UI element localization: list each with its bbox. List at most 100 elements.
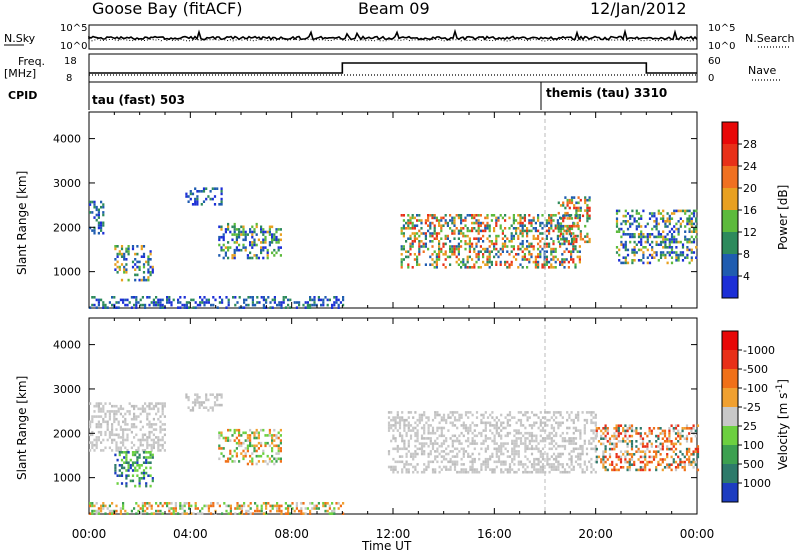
data-cell (149, 273, 152, 277)
data-cell (93, 231, 96, 235)
data-cell (106, 507, 109, 510)
data-cell (650, 455, 653, 459)
data-cell (586, 214, 589, 218)
data-cell (594, 416, 597, 419)
data-cell (445, 418, 448, 422)
data-cell (639, 434, 642, 438)
data-cell (150, 446, 153, 450)
data-cell (251, 431, 254, 435)
data-cell (149, 252, 152, 256)
data-cell (557, 224, 560, 228)
data-cell (624, 209, 627, 213)
data-cell (434, 431, 437, 435)
data-cell (501, 232, 504, 235)
data-cell (694, 434, 697, 438)
data-cell (606, 468, 609, 472)
data-cell (484, 421, 487, 425)
data-cell (517, 431, 520, 435)
data-cell (559, 224, 563, 228)
data-cell (502, 460, 505, 464)
data-cell (249, 243, 252, 247)
data-cell (240, 452, 243, 455)
data-cell (116, 255, 119, 258)
data-cell (679, 222, 682, 226)
data-cell (517, 237, 520, 240)
data-cell (626, 212, 630, 215)
data-cell (97, 407, 100, 411)
data-cell (524, 463, 527, 466)
data-cell (559, 245, 562, 248)
data-cell (251, 296, 254, 299)
data-cell (161, 438, 164, 442)
data-cell (141, 502, 144, 505)
data-cell (467, 411, 470, 414)
data-cell (91, 441, 94, 444)
data-cell (152, 438, 155, 442)
data-cell (637, 450, 640, 453)
data-cell (429, 240, 432, 243)
data-cell (257, 447, 260, 450)
data-cell (457, 214, 460, 217)
colorbar-tick-label: 8 (743, 248, 750, 261)
data-cell (265, 298, 268, 302)
data-cell (482, 240, 485, 243)
data-cell (661, 447, 664, 451)
data-cell (431, 258, 434, 261)
data-cell (528, 229, 531, 233)
data-cell (102, 420, 105, 424)
data-cell (161, 443, 164, 447)
data-cell (577, 201, 580, 205)
data-cell (548, 232, 551, 235)
data-cell (690, 248, 693, 252)
data-cell (207, 195, 210, 198)
data-cell (271, 306, 274, 309)
data-cell (640, 248, 643, 252)
data-cell (95, 423, 98, 426)
data-cell (475, 214, 478, 217)
data-cell (266, 434, 269, 437)
data-cell (500, 452, 503, 456)
data-cell (227, 241, 230, 244)
data-cell (242, 238, 245, 242)
data-cell (216, 187, 219, 190)
data-cell (464, 429, 468, 432)
data-cell (427, 426, 430, 430)
data-cell (279, 460, 282, 463)
data-cell (577, 413, 580, 417)
data-cell (504, 260, 507, 264)
data-cell (673, 225, 676, 228)
data-cell (545, 245, 548, 248)
data-cell (460, 214, 463, 217)
data-cell (137, 449, 140, 452)
data-cell (572, 465, 575, 469)
data-cell (202, 401, 206, 404)
data-cell (519, 224, 522, 227)
data-cell (273, 457, 276, 461)
data-cell (95, 438, 98, 442)
data-cell (602, 442, 605, 446)
data-cell (238, 434, 241, 437)
data-cell (407, 416, 410, 419)
data-cell (100, 423, 103, 426)
data-cell (431, 240, 434, 243)
data-cell (387, 450, 391, 453)
data-cell (337, 303, 340, 307)
data-cell (123, 461, 126, 464)
data-cell (670, 238, 674, 241)
data-cell (431, 234, 434, 238)
data-cell (506, 413, 509, 417)
data-cell (429, 214, 432, 217)
data-cell (251, 241, 254, 244)
data-cell (579, 198, 582, 202)
data-cell (249, 512, 252, 515)
data-cell (690, 235, 693, 239)
data-cell (664, 240, 667, 244)
data-cell (424, 221, 427, 225)
data-cell (100, 507, 103, 510)
data-cell (515, 431, 518, 435)
data-cell (445, 468, 448, 471)
data-cell (392, 465, 395, 469)
data-cell (635, 440, 638, 443)
data-cell (588, 439, 591, 443)
data-cell (666, 437, 669, 440)
